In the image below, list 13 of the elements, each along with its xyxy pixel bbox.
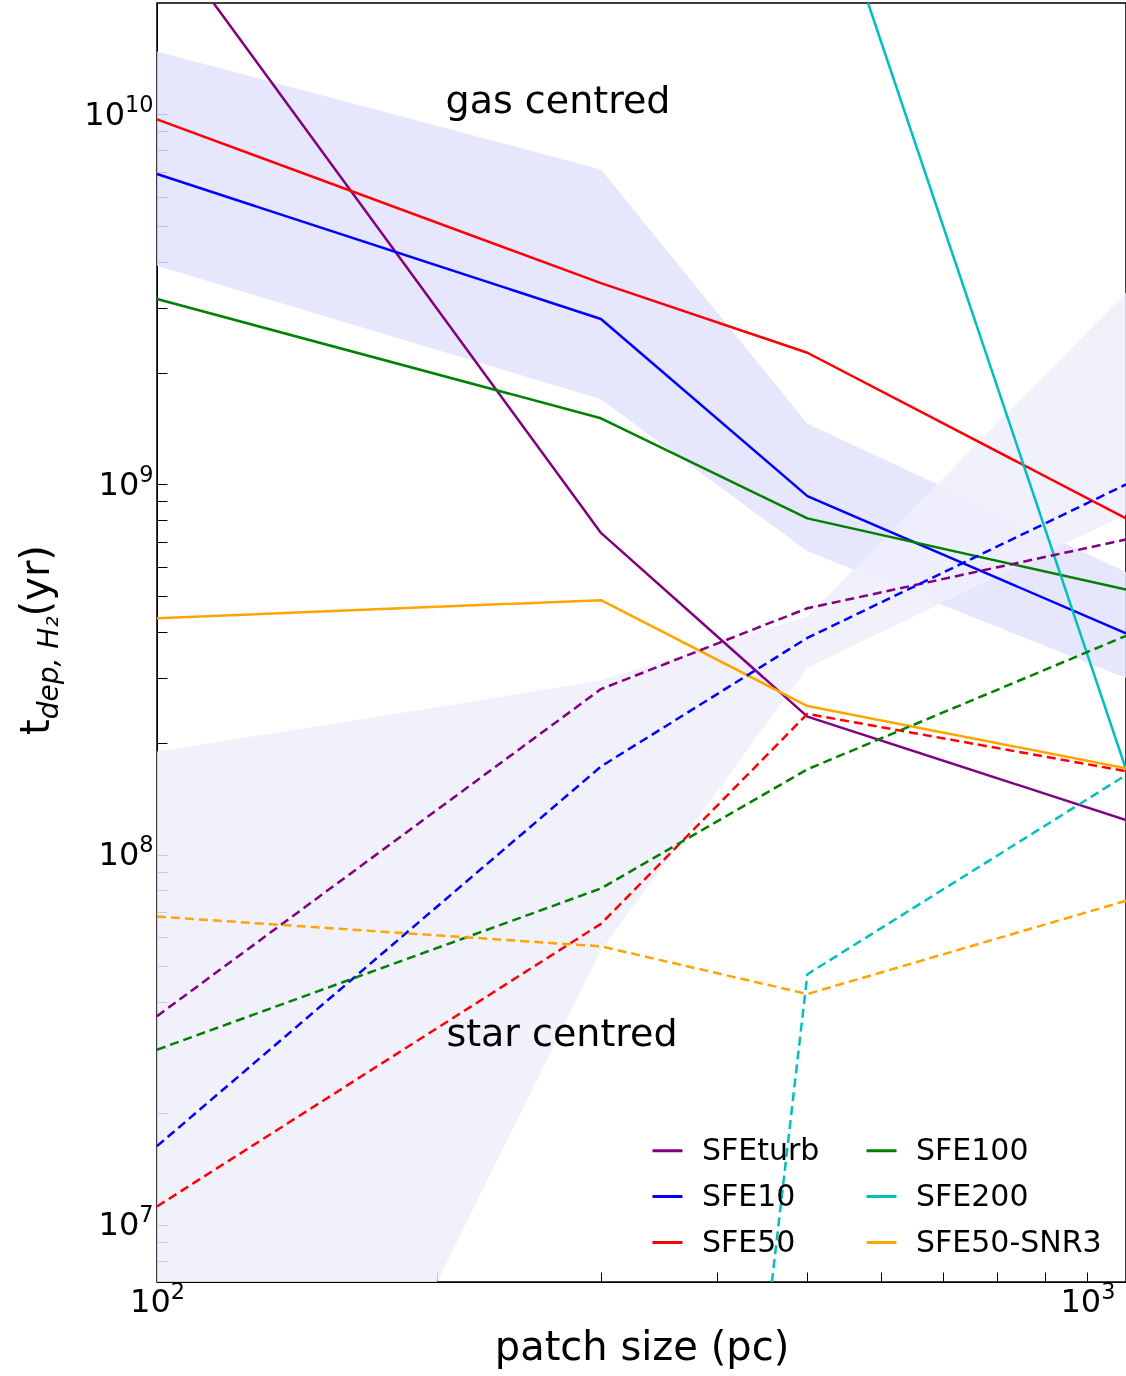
y-tick-label: 10$^{8}$	[98, 831, 154, 874]
annotation: gas centred	[445, 78, 671, 122]
y-tick-label: 10$^{9}$	[98, 461, 154, 503]
legend-label: SFE10	[702, 1177, 796, 1213]
legend-label: SFE50-SNR3	[916, 1223, 1102, 1259]
legend-label: SFE200	[916, 1177, 1029, 1213]
y-tick-label: 10$^{10}$	[84, 90, 154, 133]
legend-label: SFE50	[702, 1223, 796, 1259]
legend-label: SFEturb	[702, 1131, 820, 1167]
x-axis-title: patch size (pc)	[494, 1322, 790, 1369]
annotation: star centred	[446, 1011, 678, 1055]
legend-label: SFE100	[916, 1131, 1029, 1167]
y-tick-label: 10$^{7}$	[98, 1201, 154, 1244]
